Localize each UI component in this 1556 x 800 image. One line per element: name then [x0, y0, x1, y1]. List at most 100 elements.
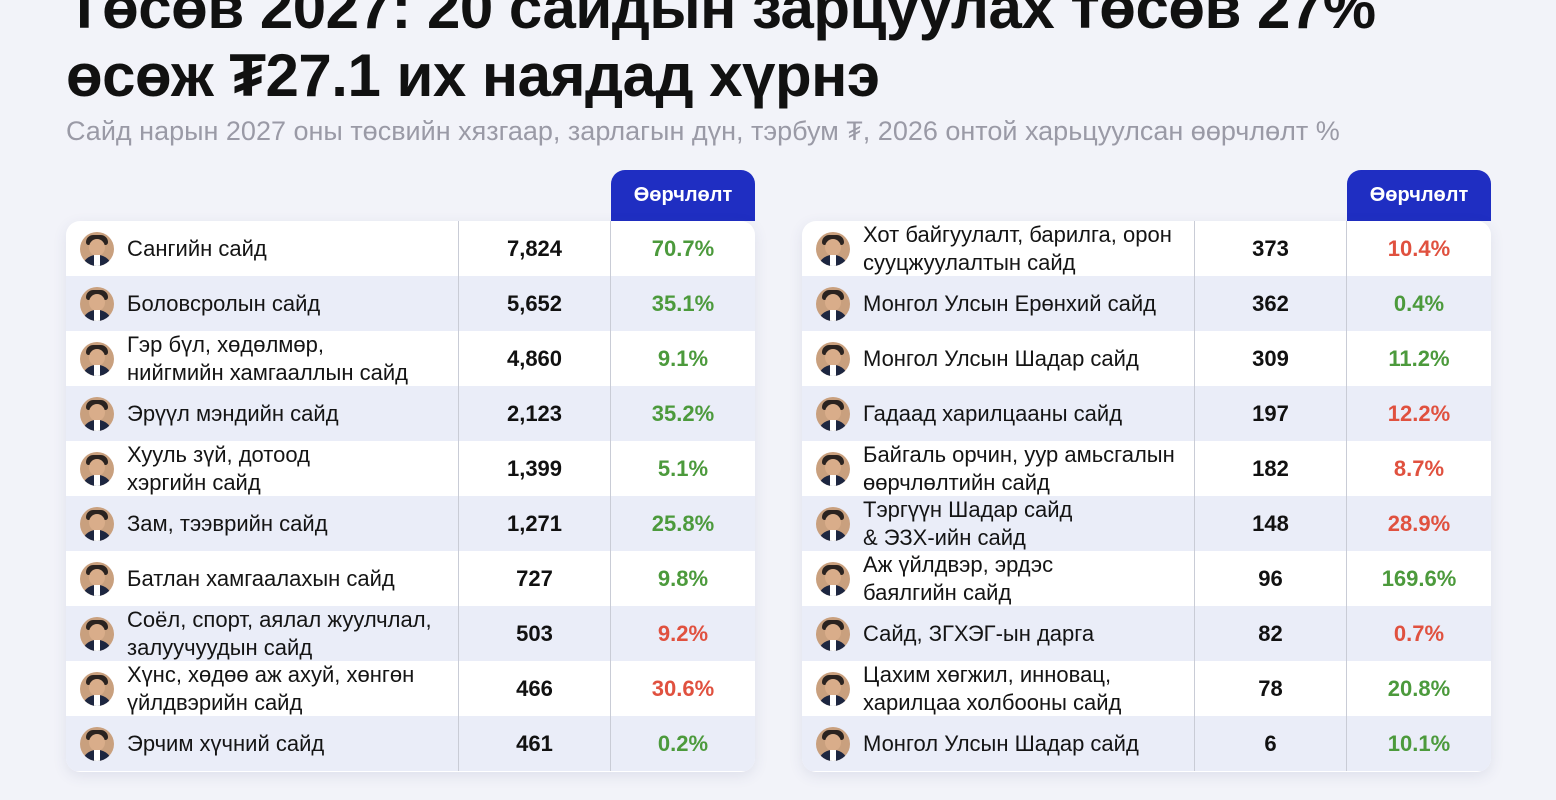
minister-name: Зам, тээврийн сайд — [127, 510, 328, 538]
person-portrait-icon — [816, 451, 850, 486]
budget-value: 309 — [1195, 331, 1347, 386]
minister-name-line: Батлан хамгаалахын сайд — [127, 565, 395, 591]
minister-name: Тэргүүн Шадар сайд & ЭЗХ-ийн сайд — [863, 496, 1072, 552]
minister-name-line: Зам, тээврийн сайд — [127, 510, 328, 536]
page-title: Төсөв 2027: 20 сайдын зарцуулах төсөв 27… — [66, 0, 1546, 110]
change-percent: 0.7% — [1393, 620, 1445, 646]
minister-name-line: Монгол Улсын Шадар сайд — [863, 730, 1139, 756]
minister-name: Сангийн сайд — [127, 235, 267, 263]
change-percent: 20.8% — [1387, 675, 1451, 701]
table-row: Хүнс, хөдөө аж ахуй, хөнгөн үйлдвэрийн са… — [66, 661, 755, 716]
person-portrait-icon — [816, 506, 850, 541]
table-row: Сайд, ЗГХЭГ-ын дарга 82 0.7% — [802, 606, 1491, 661]
table-row: Монгол Улсын Ерөнхий сайд 362 0.4% — [802, 276, 1491, 331]
minister-name: Сайд, ЗГХЭГ-ын дарга — [863, 620, 1094, 648]
table-row: Цахим хөгжил, инновац, харилцаа холбооны … — [802, 661, 1491, 716]
person-portrait-icon — [80, 671, 114, 706]
person-portrait-icon — [816, 341, 850, 376]
minister-name: Цахим хөгжил, инновац, харилцаа холбооны … — [863, 661, 1121, 717]
minister-cell: Цахим хөгжил, инновац, харилцаа холбооны … — [802, 661, 1195, 716]
minister-cell: Тэргүүн Шадар сайд & ЭЗХ-ийн сайд — [802, 496, 1195, 551]
minister-cell: Сангийн сайд — [66, 221, 459, 276]
minister-name-line: сууцжуулалтын сайд — [863, 249, 1076, 275]
change-percent: 0.4% — [1393, 290, 1445, 316]
minister-name: Батлан хамгаалахын сайд — [127, 565, 395, 593]
change-percent: 8.7% — [1393, 455, 1445, 481]
minister-cell: Боловсролын сайд — [66, 276, 459, 331]
budget-value: 5,652 — [459, 276, 611, 331]
minister-name: Эрчим хүчний сайд — [127, 730, 324, 758]
minister-name: Хууль зүй, дотоод хэргийн сайд — [127, 441, 310, 497]
budget-value: 78 — [1195, 661, 1347, 716]
minister-name: Соёл, спорт, аялал жуулчлал, залуучуудын … — [127, 606, 432, 662]
change-percent: 9.2% — [657, 620, 709, 646]
person-portrait-icon — [80, 231, 114, 266]
person-portrait-icon — [80, 726, 114, 761]
minister-cell: Зам, тээврийн сайд — [66, 496, 459, 551]
budget-value: 727 — [459, 551, 611, 606]
minister-cell: Соёл, спорт, аялал жуулчлал, залуучуудын … — [66, 606, 459, 661]
person-portrait-icon — [816, 396, 850, 431]
minister-name-line: Гэр бүл, хөдөлмөр, — [127, 331, 325, 357]
table-row: Соёл, спорт, аялал жуулчлал, залуучуудын … — [66, 606, 755, 661]
minister-cell: Сайд, ЗГХЭГ-ын дарга — [802, 606, 1195, 661]
change-percent: 25.8% — [651, 510, 715, 536]
person-portrait-icon — [816, 286, 850, 321]
change-percent: 169.6% — [1381, 565, 1457, 591]
minister-cell: Байгаль орчин, уур амьсгалын өөрчлөлтийн … — [802, 441, 1195, 496]
budget-value: 466 — [459, 661, 611, 716]
minister-name-line: үйлдвэрийн сайд — [127, 689, 303, 715]
change-percent: 11.2% — [1388, 345, 1450, 371]
minister-name-line: баялгийн сайд — [863, 579, 1012, 605]
table-row: Хууль зүй, дотоод хэргийн сайд 1,399 5.1% — [66, 441, 755, 496]
minister-cell: Аж үйлдвэр, эрдэс баялгийн сайд — [802, 551, 1195, 606]
minister-name-line: Эрүүл мэндийн сайд — [127, 400, 339, 426]
minister-name-line: Гадаад харилцааны сайд — [863, 400, 1123, 426]
table-row: Хот байгуулалт, барилга, орон сууцжуулалт… — [802, 221, 1491, 276]
minister-name-line: Сайд, ЗГХЭГ-ын дарга — [863, 620, 1095, 646]
minister-cell: Монгол Улсын Шадар сайд — [802, 716, 1195, 771]
change-percent: 10.4% — [1387, 235, 1451, 261]
minister-cell: Гадаад харилцааны сайд — [802, 386, 1195, 441]
minister-name-line: залуучуудын сайд — [127, 634, 313, 660]
minister-name-line: Хот байгуулалт, барилга, орон — [863, 221, 1172, 247]
minister-cell: Монгол Улсын Ерөнхий сайд — [802, 276, 1195, 331]
table-row: Монгол Улсын Шадар сайд 6 10.1% — [802, 716, 1491, 771]
change-percent: 0.2% — [657, 730, 709, 756]
budget-value: 7,824 — [459, 221, 611, 276]
minister-cell: Монгол Улсын Шадар сайд — [802, 331, 1195, 386]
minister-name-line: Байгаль орчин, уур амьсгалын — [863, 441, 1175, 467]
table-row: Эрчим хүчний сайд 461 0.2% — [66, 716, 755, 771]
change-percent: 30.6% — [651, 675, 715, 701]
change-percent: 12.2% — [1387, 400, 1451, 426]
budget-value: 197 — [1195, 386, 1347, 441]
change-percent: 35.1% — [651, 290, 715, 316]
minister-name: Хот байгуулалт, барилга, орон сууцжуулалт… — [863, 221, 1172, 277]
person-portrait-icon — [816, 726, 850, 761]
person-portrait-icon — [816, 616, 850, 651]
person-portrait-icon — [80, 561, 114, 596]
table-row: Зам, тээврийн сайд 1,271 25.8% — [66, 496, 755, 551]
person-portrait-icon — [816, 671, 850, 706]
minister-name-line: Боловсролын сайд — [127, 290, 321, 316]
table-row: Монгол Улсын Шадар сайд 309 11.2% — [802, 331, 1491, 386]
table-row: Гэр бүл, хөдөлмөр, нийгмийн хамгааллын са… — [66, 331, 755, 386]
budget-value: 1,271 — [459, 496, 611, 551]
budget-value: 96 — [1195, 551, 1347, 606]
minister-name: Байгаль орчин, уур амьсгалын өөрчлөлтийн … — [863, 441, 1175, 497]
minister-name: Эрүүл мэндийн сайд — [127, 400, 339, 428]
minister-cell: Эрүүл мэндийн сайд — [66, 386, 459, 441]
minister-name-line: Тэргүүн Шадар сайд — [863, 496, 1073, 522]
left-budget-table: Сангийн сайд 7,824 70.7% Боловсролын сайд 5,… — [66, 221, 755, 772]
budget-value: 362 — [1195, 276, 1347, 331]
change-percent: 10.1% — [1387, 730, 1451, 756]
minister-name-line: Монгол Улсын Шадар сайд — [863, 345, 1139, 371]
minister-name: Монгол Улсын Шадар сайд — [863, 345, 1139, 373]
person-portrait-icon — [80, 451, 114, 486]
minister-name: Аж үйлдвэр, эрдэс баялгийн сайд — [863, 551, 1053, 607]
minister-cell: Хүнс, хөдөө аж ахуй, хөнгөн үйлдвэрийн са… — [66, 661, 459, 716]
person-portrait-icon — [80, 341, 114, 376]
change-percent: 35.2% — [651, 400, 715, 426]
minister-name-line: & ЭЗХ-ийн сайд — [863, 524, 1026, 550]
table-row: Сангийн сайд 7,824 70.7% — [66, 221, 755, 276]
